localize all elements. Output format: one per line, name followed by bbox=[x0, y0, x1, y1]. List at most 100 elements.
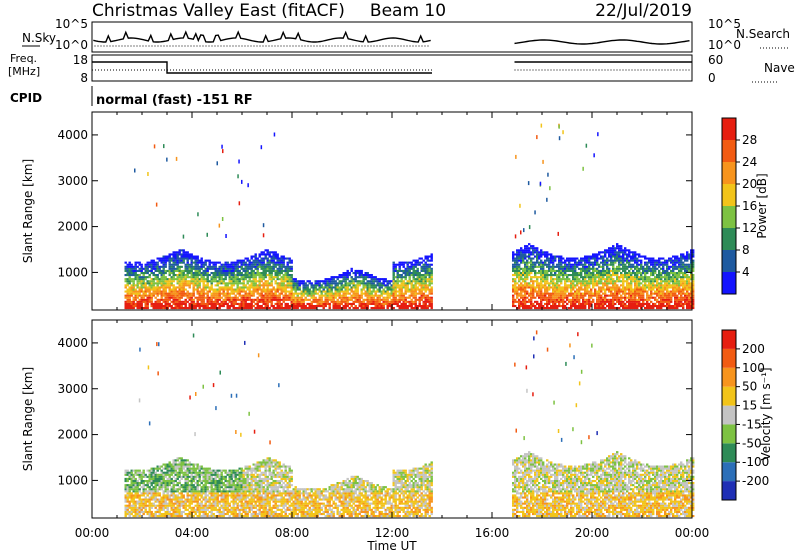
data-cell bbox=[632, 270, 634, 272]
data-cell bbox=[185, 305, 187, 307]
data-cell bbox=[425, 282, 427, 284]
data-cell bbox=[257, 268, 259, 270]
data-cell bbox=[676, 295, 678, 297]
data-cell bbox=[658, 270, 660, 272]
data-cell bbox=[283, 256, 285, 258]
data-cell bbox=[299, 286, 301, 288]
nsky-tick-top: 10^5 bbox=[55, 17, 88, 31]
data-cell bbox=[429, 266, 431, 268]
data-cell bbox=[225, 301, 227, 303]
data-cell bbox=[574, 268, 576, 270]
data-cell bbox=[602, 305, 604, 307]
data-cell bbox=[383, 282, 385, 284]
data-cell bbox=[616, 274, 618, 276]
data-cell bbox=[652, 274, 654, 276]
data-cell bbox=[590, 291, 592, 293]
data-cell bbox=[149, 274, 151, 276]
data-cell bbox=[606, 262, 608, 264]
data-cell bbox=[630, 284, 632, 286]
data-cell bbox=[523, 228, 525, 232]
data-cell bbox=[207, 272, 209, 274]
data-cell bbox=[357, 289, 359, 291]
data-cell bbox=[361, 297, 363, 299]
data-cell bbox=[233, 272, 235, 274]
colorbar-tick-label: 4 bbox=[742, 265, 750, 279]
data-cell bbox=[622, 256, 624, 258]
data-cell bbox=[267, 305, 269, 307]
data-cell bbox=[267, 286, 269, 288]
data-cell bbox=[540, 289, 542, 291]
data-cell bbox=[532, 258, 534, 260]
data-cell bbox=[548, 284, 550, 286]
data-cell bbox=[552, 280, 554, 282]
data-cell bbox=[670, 299, 672, 301]
data-cell bbox=[564, 307, 566, 309]
data-cell bbox=[628, 270, 630, 272]
data-cell bbox=[133, 286, 135, 288]
data-cell bbox=[544, 295, 546, 297]
data-cell bbox=[285, 293, 287, 295]
nsearch-label: N.Search bbox=[736, 27, 790, 41]
data-cell bbox=[197, 276, 199, 278]
data-cell bbox=[157, 262, 159, 264]
data-cell bbox=[193, 301, 195, 303]
data-cell bbox=[540, 301, 542, 303]
data-cell bbox=[640, 262, 642, 264]
data-cell bbox=[568, 278, 570, 280]
data-cell bbox=[674, 264, 676, 266]
data-cell bbox=[269, 307, 271, 309]
data-cell bbox=[253, 305, 255, 307]
data-cell bbox=[530, 299, 532, 301]
data-cell bbox=[161, 297, 163, 299]
data-cell bbox=[179, 251, 181, 253]
freq-panel: Freq. [MHz] 18 8 60 0 Nave bbox=[8, 52, 795, 85]
data-cell bbox=[624, 247, 626, 249]
data-cell bbox=[357, 291, 359, 293]
colorbar-cell bbox=[722, 206, 736, 228]
data-cell bbox=[393, 272, 395, 274]
data-cell bbox=[221, 145, 223, 149]
data-cell bbox=[303, 295, 305, 297]
data-cell bbox=[582, 167, 584, 171]
data-cell bbox=[151, 299, 153, 301]
data-cell bbox=[349, 307, 351, 309]
data-cell bbox=[315, 286, 317, 288]
data-cell bbox=[347, 301, 349, 303]
data-cell bbox=[223, 280, 225, 282]
data-cell bbox=[638, 280, 640, 282]
data-cell bbox=[550, 272, 552, 274]
data-cell bbox=[596, 260, 598, 262]
data-cell bbox=[421, 262, 423, 264]
data-cell bbox=[397, 272, 399, 274]
data-cell bbox=[265, 276, 267, 278]
data-cell bbox=[137, 266, 139, 268]
data-cell bbox=[193, 286, 195, 288]
data-cell bbox=[606, 258, 608, 260]
data-cell bbox=[431, 272, 433, 274]
data-cell bbox=[319, 282, 321, 284]
data-cell bbox=[155, 297, 157, 299]
data-cell bbox=[163, 274, 165, 276]
data-cell bbox=[552, 262, 554, 264]
data-cell bbox=[580, 272, 582, 274]
data-cell bbox=[654, 303, 656, 305]
plot-title: Christmas Valley East (fitACF) bbox=[92, 1, 345, 21]
data-cell bbox=[339, 293, 341, 295]
data-cell bbox=[219, 299, 221, 301]
data-cell bbox=[249, 297, 251, 299]
data-cell bbox=[271, 272, 273, 274]
data-cell bbox=[201, 260, 203, 262]
data-cell bbox=[147, 272, 149, 274]
data-cell bbox=[407, 284, 409, 286]
data-cell bbox=[546, 198, 548, 202]
data-cell bbox=[578, 291, 580, 293]
data-cell bbox=[546, 305, 548, 307]
data-cell bbox=[593, 153, 595, 157]
data-cell bbox=[199, 270, 201, 272]
data-cell bbox=[628, 262, 630, 264]
data-cell bbox=[554, 303, 556, 305]
data-cell bbox=[514, 305, 516, 307]
data-cell bbox=[564, 262, 566, 264]
data-cell bbox=[283, 301, 285, 303]
data-cell bbox=[183, 260, 185, 262]
